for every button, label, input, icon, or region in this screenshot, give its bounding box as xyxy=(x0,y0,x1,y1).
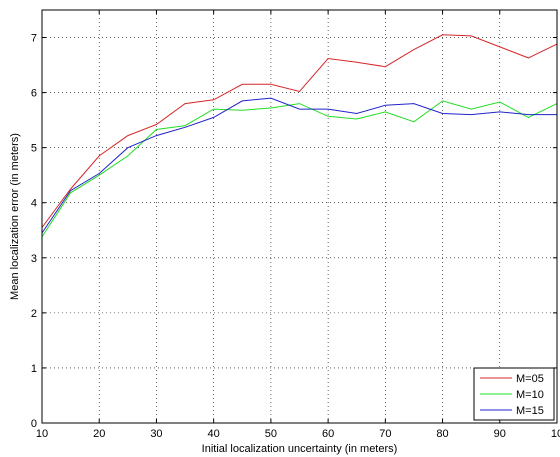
legend-label: M=10 xyxy=(516,389,544,401)
x-tick-label: 10 xyxy=(551,428,560,440)
x-tick-label: 40 xyxy=(208,428,220,440)
x-tick-label: 70 xyxy=(379,428,391,440)
y-tick-label: 6 xyxy=(31,88,37,100)
x-tick-label: 50 xyxy=(265,428,277,440)
y-axis-label: Mean localization error (in meters) xyxy=(9,133,21,300)
x-axis-label: Initial localization uncertainty (in met… xyxy=(202,443,398,455)
plot-frame xyxy=(41,9,558,424)
y-tick-label: 7 xyxy=(31,33,37,45)
y-tick-label: 1 xyxy=(31,363,37,375)
x-tick-label: 90 xyxy=(494,428,506,440)
series-line-m-15 xyxy=(41,97,557,234)
x-tick-label: 30 xyxy=(150,428,162,440)
x-tick-label: 80 xyxy=(436,428,448,440)
x-tick-label: 60 xyxy=(322,428,334,440)
legend-label: M=05 xyxy=(516,373,544,385)
series-line-m-05 xyxy=(41,34,558,228)
series-lines xyxy=(41,34,558,238)
y-tick-label: 4 xyxy=(31,198,37,210)
y-tick-label: 3 xyxy=(31,253,37,265)
series-line-m-10 xyxy=(41,100,558,238)
legend: M=05 M=10 M=15 xyxy=(473,367,555,421)
legend-label: M=15 xyxy=(516,405,544,417)
axis-ticks: 1020304050607080901001234567 xyxy=(31,10,560,440)
y-tick-label: 0 xyxy=(31,418,37,430)
y-tick-label: 2 xyxy=(31,308,37,320)
x-tick-label: 20 xyxy=(93,428,105,440)
y-tick-label: 5 xyxy=(31,143,37,155)
x-tick-label: 10 xyxy=(36,428,48,440)
grid xyxy=(42,10,557,423)
